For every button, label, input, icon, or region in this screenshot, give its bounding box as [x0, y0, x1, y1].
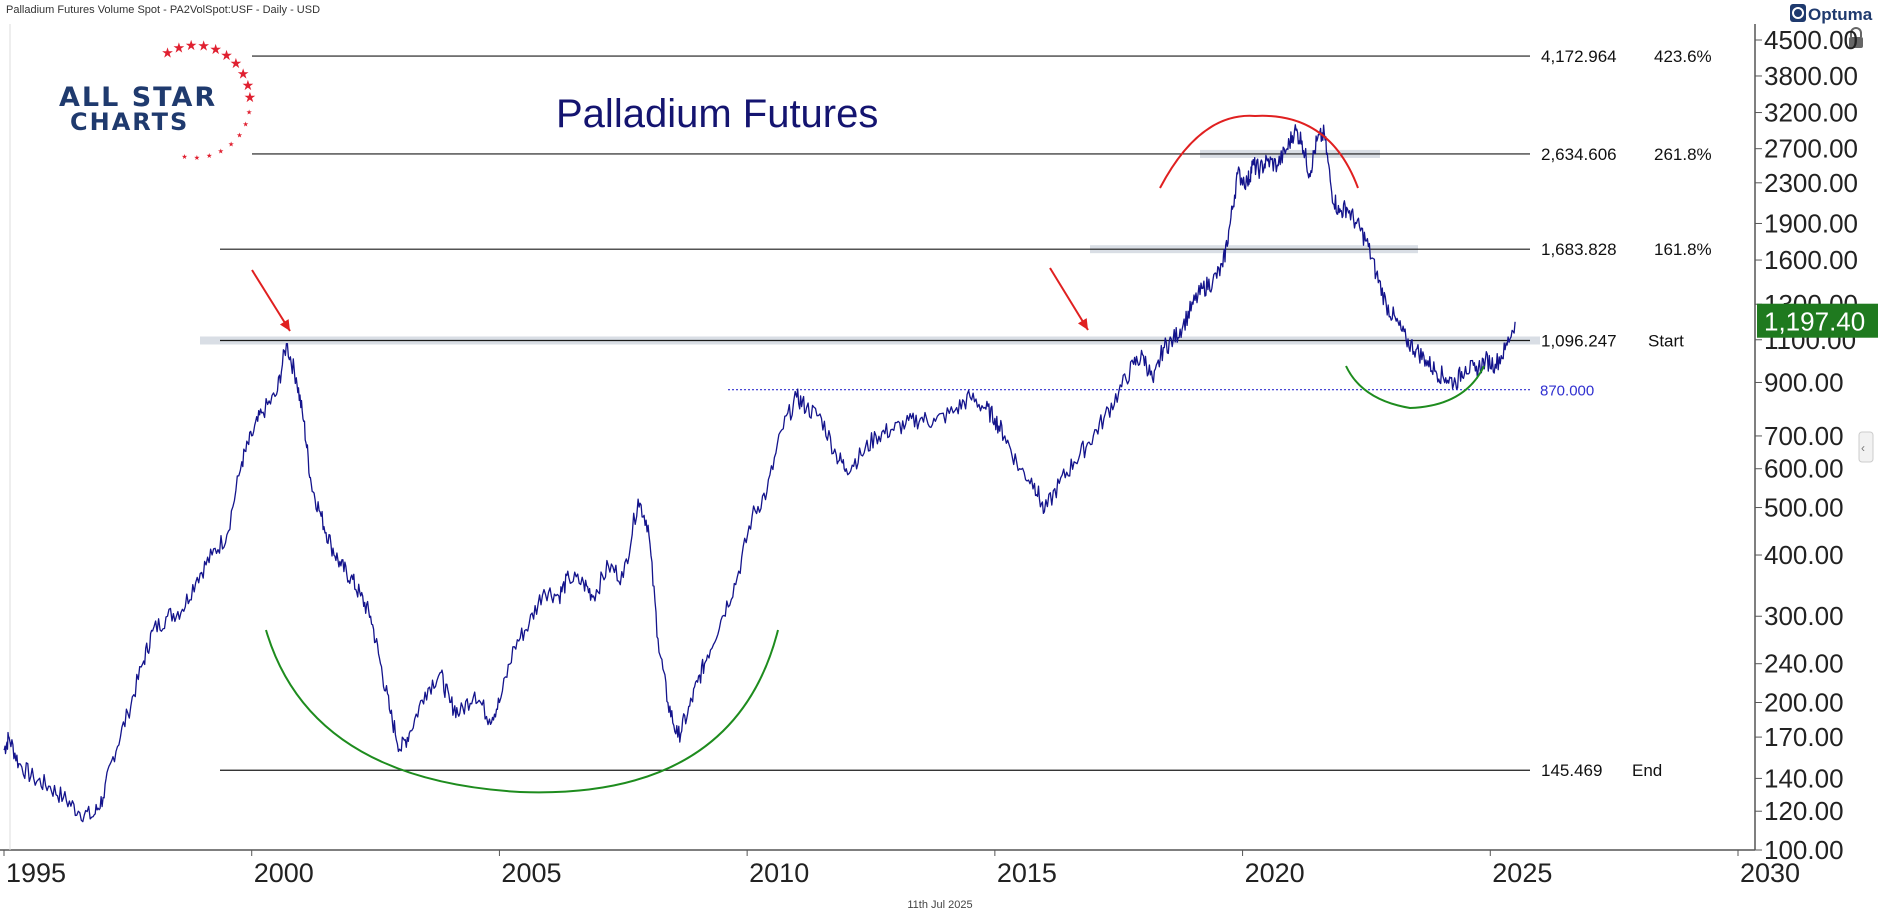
y-tick-label: 300.00 — [1764, 601, 1844, 631]
price-line[interactable] — [3, 124, 1516, 823]
support-value: 870.000 — [1540, 383, 1594, 400]
x-tick-label: 2005 — [501, 858, 561, 888]
y-tick-label: 120.00 — [1764, 796, 1844, 826]
lock-icon[interactable] — [1849, 27, 1863, 48]
fib-level-value: 4,172.964 — [1541, 47, 1617, 66]
fib-level-label: 261.8% — [1654, 145, 1712, 164]
logo-star: ★ — [161, 44, 174, 60]
logo-star: ★ — [206, 152, 212, 160]
all-star-charts-logo: ★★ ★ ★ ★★★★★★★★★★★★★★ ALL STAR CHARTS — [59, 37, 256, 162]
y-tick-label: 2700.00 — [1764, 134, 1858, 164]
x-tick-label: 2010 — [749, 858, 809, 888]
logo-star: ★ — [220, 47, 233, 63]
chart-title: Palladium Futures — [556, 92, 878, 136]
y-tick-label: 3200.00 — [1764, 98, 1858, 128]
y-tick-label: 400.00 — [1764, 540, 1844, 570]
y-tick-label: 2300.00 — [1764, 168, 1858, 198]
price-layer — [3, 124, 1516, 823]
y-tick-label: 1600.00 — [1764, 245, 1858, 275]
x-tick-label: 2025 — [1492, 858, 1552, 888]
fib-level-label: 161.8% — [1654, 240, 1712, 259]
fib-level-label: End — [1632, 761, 1662, 780]
logo-star: ★ — [209, 41, 222, 57]
logo-star: ★ — [242, 77, 255, 93]
fib-level-label: 423.6% — [1654, 47, 1712, 66]
logo-stars: ★★ ★ ★ ★★★★★★★★★★★★★★ — [161, 37, 256, 162]
chevron-left-icon: ‹ — [1861, 441, 1865, 455]
logo-star: ★ — [194, 154, 200, 162]
logo-star: ★ — [236, 131, 242, 139]
logo-star: ★ — [237, 65, 250, 81]
y-tick-label: 3800.00 — [1764, 61, 1858, 91]
x-axis: 1995 2000 2005 2010 2015 2020 2025 2030 — [3, 850, 1800, 888]
x-tick-label: 2020 — [1245, 858, 1305, 888]
red-arrow — [1049, 267, 1089, 331]
current-price-label: 1,197.40 — [1764, 307, 1865, 337]
logo-star: ★ — [244, 89, 257, 105]
y-tick-label: 240.00 — [1764, 649, 1844, 679]
x-tick-label: 2015 — [997, 858, 1057, 888]
logo-star: ★ — [181, 153, 187, 161]
y-tick-label: 700.00 — [1764, 421, 1844, 451]
recent-bottom-arc — [1345, 365, 1485, 410]
logo-star: ★ — [185, 37, 198, 53]
fib-level-label: Start — [1648, 331, 1684, 350]
optuma-logo-mark — [1792, 7, 1804, 19]
axis-collapse-handle[interactable]: ‹ — [1858, 431, 1874, 463]
logo-star: ★ — [218, 148, 224, 156]
y-tick-label: 900.00 — [1764, 367, 1844, 397]
y-tick-label: 500.00 — [1764, 493, 1844, 523]
x-tick-label: 1995 — [6, 858, 66, 888]
y-tick-label: 1900.00 — [1764, 208, 1858, 238]
band-layer — [200, 149, 1540, 345]
rounded-top-arc — [1159, 114, 1359, 189]
logo-line-1: ALL STAR — [59, 82, 217, 113]
annotation-layer — [251, 114, 1485, 794]
optuma-logo-text: Optuma — [1808, 5, 1873, 24]
y-tick-label: 4500.00 — [1764, 25, 1858, 55]
x-tick-label: 2030 — [1740, 858, 1800, 888]
y-tick-label: 100.00 — [1764, 835, 1844, 865]
fib-level-value: 1,096.247 — [1541, 331, 1617, 350]
y-tick-label: 170.00 — [1764, 722, 1844, 752]
logo-star: ★ — [173, 39, 186, 55]
fib-level-value: 1,683.828 — [1541, 240, 1617, 259]
y-tick-label: 200.00 — [1764, 688, 1844, 718]
instrument-title: Palladium Futures Volume Spot - PA2VolSp… — [6, 4, 320, 16]
fib-level-value: 145.469 — [1541, 761, 1602, 780]
fib-layer: 4,172.964 423.6% 2,634.606 261.8% 1,683.828 1… — [220, 47, 1712, 780]
rounded-bottom-arc — [265, 629, 779, 794]
logo-star: ★ — [246, 109, 252, 117]
red-arrow — [251, 269, 291, 332]
logo-star: ★ — [197, 38, 210, 54]
logo-star: ★ — [242, 120, 248, 128]
logo-line-2: CHARTS — [70, 108, 189, 136]
footer-date: 11th Jul 2025 — [907, 899, 972, 911]
optuma-logo-icon — [1790, 4, 1806, 22]
fib-level-value: 2,634.606 — [1541, 145, 1617, 164]
y-tick-label: 140.00 — [1764, 763, 1844, 793]
current-price-badge[interactable]: 1,197.40 — [1757, 303, 1878, 338]
logo-star: ★ — [230, 55, 243, 71]
y-tick-label: 600.00 — [1764, 454, 1844, 484]
logo-star: ★ — [228, 141, 234, 149]
y-axis: 4500.00 3800.00 3200.00 2700.00 2300.00 1900.… — [1755, 25, 1878, 865]
x-tick-label: 2000 — [254, 858, 314, 888]
optuma-logo[interactable]: Optuma — [1790, 4, 1873, 24]
